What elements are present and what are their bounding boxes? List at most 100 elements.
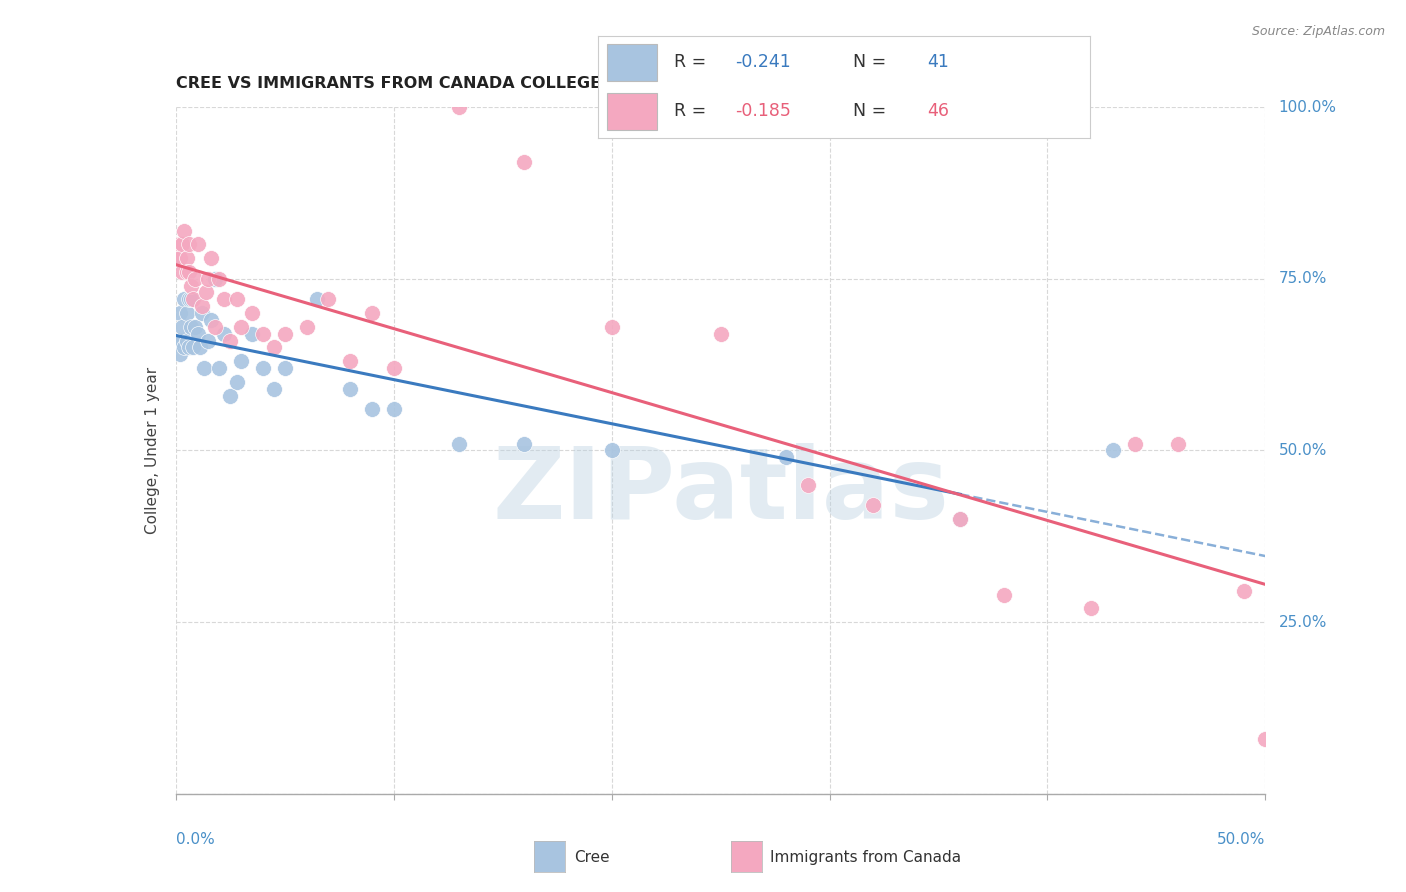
- Text: R =: R =: [673, 53, 711, 70]
- Text: Immigrants from Canada: Immigrants from Canada: [770, 850, 962, 864]
- Point: [949, 512, 972, 526]
- Point: [184, 319, 207, 334]
- Point: [186, 237, 209, 252]
- Text: 25.0%: 25.0%: [1278, 615, 1327, 630]
- Point: [191, 306, 214, 320]
- Text: N =: N =: [853, 53, 893, 70]
- Point: [1232, 584, 1256, 599]
- Point: [184, 271, 207, 285]
- Point: [173, 293, 195, 307]
- Point: [231, 354, 253, 368]
- Point: [274, 361, 297, 376]
- Point: [208, 271, 231, 285]
- Point: [195, 285, 218, 300]
- Point: [204, 271, 226, 285]
- FancyBboxPatch shape: [607, 44, 657, 81]
- Text: CREE VS IMMIGRANTS FROM CANADA COLLEGE, UNDER 1 YEAR CORRELATION CHART: CREE VS IMMIGRANTS FROM CANADA COLLEGE, …: [176, 76, 943, 91]
- Point: [193, 361, 215, 376]
- Point: [447, 100, 470, 114]
- Point: [169, 306, 191, 320]
- Text: N =: N =: [853, 102, 893, 120]
- Point: [180, 319, 202, 334]
- Point: [180, 278, 202, 293]
- Point: [1254, 731, 1277, 746]
- Point: [177, 293, 200, 307]
- Point: [225, 293, 247, 307]
- Point: [240, 306, 263, 320]
- Point: [1167, 436, 1189, 450]
- Point: [173, 340, 195, 354]
- Point: [167, 251, 190, 265]
- Text: R =: R =: [673, 102, 711, 120]
- Point: [274, 326, 297, 341]
- Point: [167, 334, 190, 348]
- Point: [513, 436, 536, 450]
- Text: 75.0%: 75.0%: [1278, 271, 1327, 286]
- Point: [447, 436, 470, 450]
- Point: [339, 354, 361, 368]
- Point: [197, 334, 219, 348]
- Text: 0.0%: 0.0%: [176, 831, 215, 847]
- Point: [172, 334, 194, 348]
- Point: [252, 326, 274, 341]
- Point: [225, 375, 247, 389]
- Point: [180, 293, 202, 307]
- Point: [212, 293, 235, 307]
- Point: [186, 326, 209, 341]
- Point: [212, 326, 235, 341]
- Point: [600, 443, 623, 458]
- Text: Source: ZipAtlas.com: Source: ZipAtlas.com: [1251, 25, 1385, 38]
- Point: [181, 340, 204, 354]
- Point: [295, 319, 318, 334]
- Text: ZIPatlas: ZIPatlas: [492, 443, 949, 541]
- Point: [1102, 443, 1125, 458]
- Point: [169, 251, 191, 265]
- Point: [188, 340, 211, 354]
- Point: [360, 306, 382, 320]
- FancyBboxPatch shape: [607, 93, 657, 130]
- Point: [173, 224, 195, 238]
- Point: [240, 326, 263, 341]
- Point: [993, 588, 1015, 602]
- Point: [204, 319, 226, 334]
- Point: [796, 478, 818, 492]
- Point: [710, 326, 733, 341]
- Point: [181, 293, 204, 307]
- Point: [177, 237, 200, 252]
- Point: [307, 293, 329, 307]
- Point: [382, 361, 405, 376]
- Point: [176, 334, 198, 348]
- Point: [191, 299, 214, 313]
- Point: [1123, 436, 1146, 450]
- Point: [176, 265, 198, 279]
- Point: [200, 313, 222, 327]
- Point: [1080, 601, 1102, 615]
- Point: [219, 388, 242, 402]
- Text: -0.185: -0.185: [735, 102, 792, 120]
- Point: [197, 271, 219, 285]
- Point: [177, 340, 200, 354]
- Point: [339, 382, 361, 396]
- Point: [263, 382, 285, 396]
- Text: 100.0%: 100.0%: [1278, 100, 1337, 114]
- Point: [949, 512, 972, 526]
- Point: [252, 361, 274, 376]
- Text: 41: 41: [927, 53, 949, 70]
- Point: [231, 319, 253, 334]
- Text: -0.241: -0.241: [735, 53, 792, 70]
- Text: 50.0%: 50.0%: [1218, 831, 1265, 847]
- Point: [775, 450, 797, 465]
- Y-axis label: College, Under 1 year: College, Under 1 year: [145, 367, 160, 534]
- Point: [263, 340, 285, 354]
- Point: [172, 265, 194, 279]
- Text: Cree: Cree: [574, 850, 609, 864]
- Point: [360, 402, 382, 417]
- Text: 46: 46: [927, 102, 949, 120]
- Point: [600, 319, 623, 334]
- Point: [200, 251, 222, 265]
- Point: [318, 293, 340, 307]
- Point: [219, 334, 242, 348]
- Text: 50.0%: 50.0%: [1278, 443, 1327, 458]
- Point: [513, 155, 536, 169]
- Point: [208, 361, 231, 376]
